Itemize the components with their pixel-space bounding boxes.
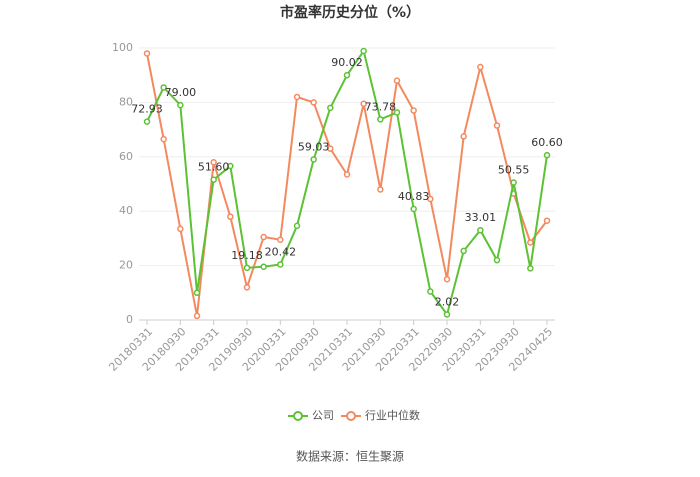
point	[293, 93, 301, 101]
point	[443, 311, 451, 318]
data-label: 50.55	[498, 164, 530, 177]
point	[343, 71, 351, 79]
point	[460, 133, 467, 140]
point	[243, 284, 251, 291]
data-label: 60.60	[531, 136, 563, 149]
point	[443, 275, 451, 283]
point	[143, 118, 151, 125]
legend-label: 公司	[312, 409, 334, 422]
point	[327, 145, 334, 152]
y-tick-label: 60	[119, 150, 133, 163]
data-label: 90.02	[331, 56, 363, 69]
point	[427, 288, 434, 295]
point	[210, 158, 217, 166]
y-tick-label: 0	[126, 313, 133, 326]
point	[193, 312, 201, 320]
point	[410, 205, 417, 213]
point	[393, 77, 401, 84]
data-label: 59.03	[298, 140, 330, 153]
data-label: 73.78	[365, 100, 397, 113]
data-label: 2.02	[435, 296, 460, 309]
legend-marker	[293, 411, 303, 421]
chart-title: 市盈率历史分位（%）	[280, 4, 420, 21]
point	[477, 63, 484, 71]
point	[177, 225, 184, 233]
point	[393, 109, 401, 116]
point	[460, 247, 467, 255]
point	[193, 289, 201, 297]
point	[410, 107, 417, 114]
point	[227, 162, 234, 170]
point	[277, 236, 284, 244]
data-label: 72.93	[131, 103, 163, 116]
data-label: 51.60	[198, 161, 230, 174]
point	[360, 100, 367, 108]
legend-label: 行业中位数	[365, 408, 420, 422]
source: 数据来源：恒生聚源	[296, 449, 404, 464]
data-label: 19.18	[231, 249, 263, 262]
point	[477, 226, 484, 234]
point	[310, 156, 317, 163]
y-tick-label: 80	[119, 95, 133, 108]
point	[427, 195, 434, 203]
data-label: 33.01	[465, 211, 497, 224]
point	[377, 186, 384, 193]
data-label: 79.00	[165, 86, 197, 99]
point	[210, 176, 217, 183]
series-line	[146, 53, 548, 317]
point	[143, 50, 151, 57]
data-label: 40.83	[398, 190, 430, 203]
y-tick-label: 100	[112, 41, 133, 54]
point	[510, 179, 517, 186]
legend-marker	[346, 411, 356, 421]
y-tick-label: 20	[119, 259, 133, 272]
point	[310, 99, 317, 106]
point	[493, 122, 501, 129]
point	[293, 222, 301, 230]
point	[177, 101, 184, 109]
point	[243, 264, 251, 272]
point	[160, 84, 167, 91]
point	[260, 233, 267, 241]
point	[527, 265, 534, 272]
data-label: 20.42	[265, 245, 297, 258]
point	[493, 256, 501, 264]
point	[327, 104, 334, 112]
point	[543, 217, 551, 224]
point	[527, 239, 534, 246]
point	[543, 151, 551, 159]
point	[260, 263, 267, 270]
y-tick-label: 40	[119, 204, 133, 217]
point	[360, 47, 367, 55]
point	[227, 213, 234, 220]
point	[343, 171, 351, 178]
point	[277, 261, 284, 268]
point	[160, 135, 167, 143]
point	[377, 116, 384, 123]
